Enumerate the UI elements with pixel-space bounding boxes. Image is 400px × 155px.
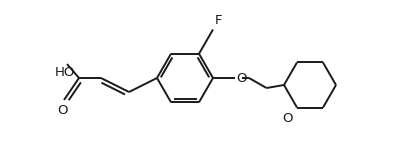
Text: HO: HO: [55, 66, 75, 78]
Text: F: F: [215, 13, 222, 27]
Text: O: O: [57, 104, 67, 117]
Text: O: O: [282, 111, 293, 124]
Text: O: O: [236, 71, 246, 84]
